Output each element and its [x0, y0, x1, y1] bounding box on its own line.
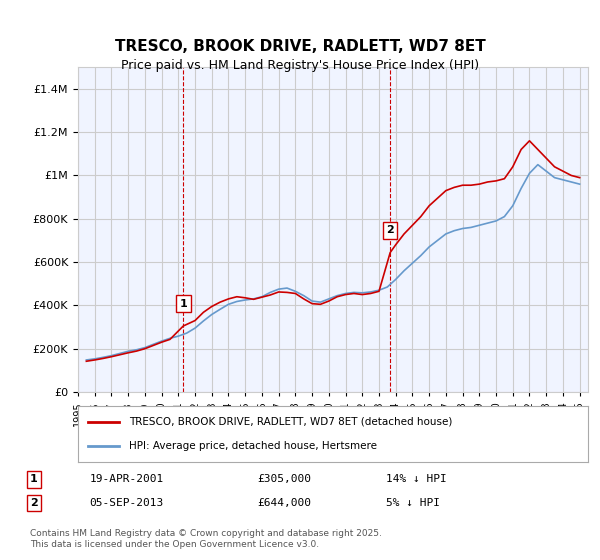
- Text: 14% ↓ HPI: 14% ↓ HPI: [386, 474, 447, 484]
- Text: Contains HM Land Registry data © Crown copyright and database right 2025.
This d: Contains HM Land Registry data © Crown c…: [30, 529, 382, 549]
- Text: 1: 1: [30, 474, 38, 484]
- Text: 19-APR-2001: 19-APR-2001: [89, 474, 164, 484]
- Text: TRESCO, BROOK DRIVE, RADLETT, WD7 8ET: TRESCO, BROOK DRIVE, RADLETT, WD7 8ET: [115, 39, 485, 54]
- Text: TRESCO, BROOK DRIVE, RADLETT, WD7 8ET (detached house): TRESCO, BROOK DRIVE, RADLETT, WD7 8ET (d…: [129, 417, 452, 427]
- Text: 5% ↓ HPI: 5% ↓ HPI: [386, 498, 440, 508]
- Text: £644,000: £644,000: [257, 498, 311, 508]
- Text: HPI: Average price, detached house, Hertsmere: HPI: Average price, detached house, Hert…: [129, 441, 377, 451]
- Text: 1: 1: [179, 298, 187, 309]
- Text: 2: 2: [30, 498, 38, 508]
- Text: £305,000: £305,000: [257, 474, 311, 484]
- Text: 2: 2: [386, 225, 394, 235]
- Text: 05-SEP-2013: 05-SEP-2013: [89, 498, 164, 508]
- Text: Price paid vs. HM Land Registry's House Price Index (HPI): Price paid vs. HM Land Registry's House …: [121, 59, 479, 72]
